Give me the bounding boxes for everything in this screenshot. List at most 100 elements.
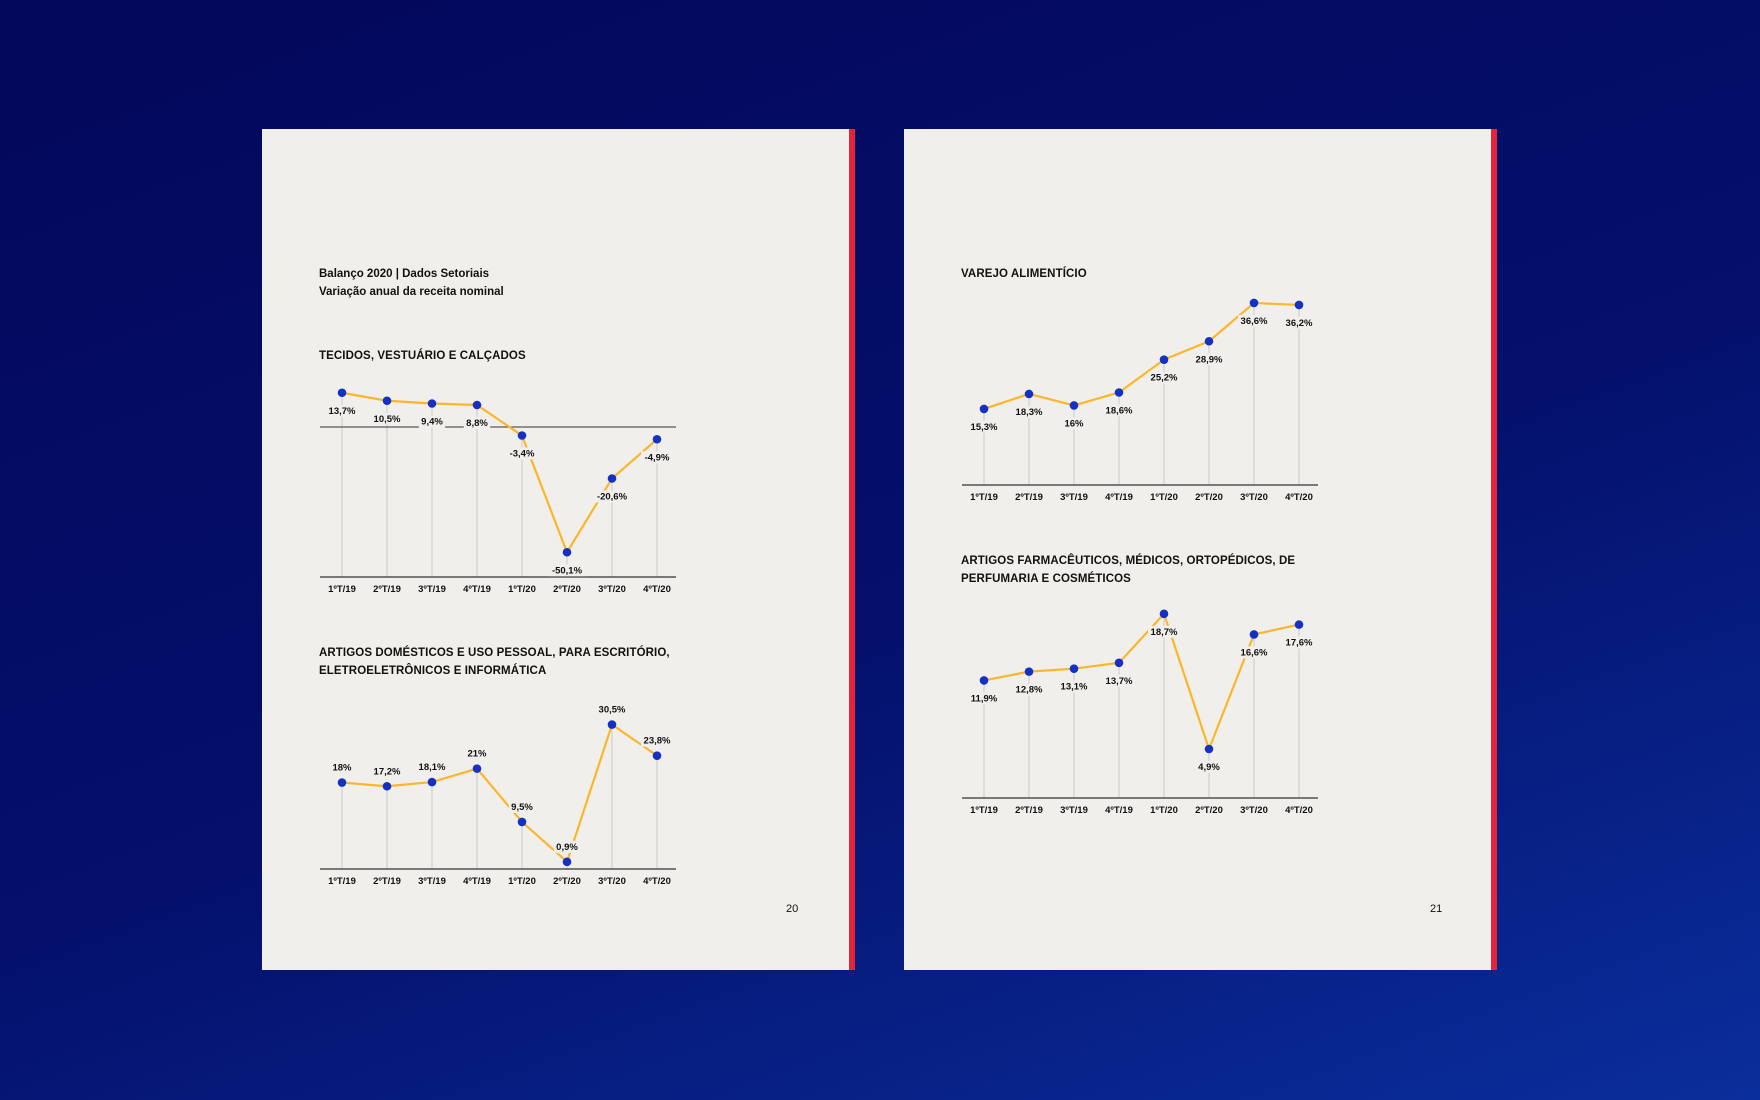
data-label: 4,9%	[1198, 762, 1220, 773]
data-point	[1294, 300, 1304, 310]
data-label-bg	[1013, 683, 1045, 696]
x-tick-label: 3ºT/19	[1060, 805, 1088, 816]
series-line	[983, 301, 1300, 410]
chart-2-title: ARTIGOS DOMÉSTICOS E USO PESSOAL, PARA E…	[319, 647, 670, 677]
x-tick-label: 2ºT/20	[553, 876, 581, 887]
data-point	[1069, 664, 1079, 673]
data-label: -20,6%	[597, 492, 628, 503]
data-label: 18,3%	[1016, 407, 1043, 418]
x-tick-label: 3ºT/20	[1240, 805, 1268, 816]
chart-varejo-alimenticio: 15,3% 18,3% 16% 18,6% 25,2% 28,9% 36,6% 36,2% 1º…	[962, 298, 1318, 503]
chart-4-title: ARTIGOS FARMACÊUTICOS, MÉDICOS, ORTOPÉDI…	[961, 555, 1296, 585]
x-tick-label: 2ºT/19	[373, 584, 401, 595]
data-label-bg	[1238, 646, 1270, 659]
x-tick-label: 4ºT/19	[463, 584, 491, 595]
data-label: 36,2%	[1286, 318, 1313, 329]
page-edge-accent	[1491, 129, 1497, 970]
data-point	[427, 777, 437, 787]
data-label-bg	[1058, 680, 1090, 693]
data-label: 13,7%	[329, 406, 356, 417]
data-point	[472, 400, 482, 410]
data-point	[1294, 620, 1304, 629]
data-point	[979, 404, 989, 414]
data-label-bg	[968, 692, 1000, 705]
data-label-bg	[466, 747, 488, 760]
x-tick-label: 2ºT/19	[373, 876, 401, 887]
data-point	[1069, 401, 1079, 410]
data-point	[562, 547, 572, 557]
data-label-bg	[371, 765, 403, 778]
data-point	[517, 817, 527, 827]
x-tick-label: 4ºT/19	[1105, 492, 1133, 503]
data-label: 11,9%	[971, 693, 998, 704]
data-label: 17,2%	[374, 766, 401, 777]
data-label: 9,4%	[421, 417, 443, 428]
data-point	[1114, 388, 1124, 397]
data-point	[607, 720, 617, 729]
x-tick-label: 4ºT/20	[643, 584, 671, 595]
chart-artigos-farmaceuticos: 11,9% 12,8% 13,1% 13,7% 18,7% 4,9% 16,6% 17,6% 1…	[962, 609, 1318, 816]
data-label: 15,3%	[971, 422, 998, 433]
data-point	[1249, 630, 1259, 639]
data-label: 18%	[332, 763, 352, 774]
data-label: 36,6%	[1241, 316, 1268, 327]
data-point	[1024, 667, 1034, 676]
data-label: 23,8%	[644, 736, 671, 747]
x-tick-label: 1ºT/20	[508, 584, 536, 595]
data-point	[427, 399, 437, 408]
data-label: 18,1%	[419, 762, 446, 773]
data-label: 18,6%	[1106, 405, 1133, 416]
data-point	[517, 431, 527, 440]
data-point	[1204, 336, 1214, 346]
data-point	[562, 857, 572, 867]
data-label-bg	[1103, 404, 1135, 417]
x-tick-label: 3ºT/20	[1240, 492, 1268, 503]
x-tick-label: 3ºT/19	[418, 584, 446, 595]
x-tick-label: 4ºT/20	[1285, 805, 1313, 816]
data-label: 8,8%	[466, 418, 488, 429]
x-tick-label: 2ºT/20	[1195, 492, 1223, 503]
data-point	[1159, 355, 1169, 364]
data-point	[607, 474, 617, 483]
data-label-bg	[1103, 674, 1135, 687]
data-label-bg	[596, 703, 628, 716]
x-tick-label: 1ºT/20	[508, 876, 536, 887]
data-label: 13,1%	[1061, 682, 1088, 693]
data-label-bg	[641, 451, 673, 464]
data-label-bg	[1283, 316, 1315, 329]
series-line	[341, 723, 658, 863]
data-label-bg	[506, 447, 538, 460]
data-label: -4,9%	[645, 452, 670, 463]
data-label: 16,6%	[1241, 647, 1268, 658]
data-label: 0,9%	[556, 842, 578, 853]
data-point	[1249, 298, 1259, 308]
x-tick-label: 2ºT/19	[1015, 805, 1043, 816]
data-label: 9,5%	[511, 802, 533, 813]
chart-tecidos: 13,7% 10,5% 9,4% 8,8% -3,4% -50,1% -20,6% -4,9%…	[320, 388, 676, 595]
page-number: 20	[786, 903, 799, 915]
x-tick-label: 2ºT/20	[553, 584, 581, 595]
data-label-bg	[1283, 636, 1315, 649]
data-point	[382, 781, 392, 791]
data-label: -50,1%	[552, 565, 583, 576]
page-20: Balanço 2020 | Dados Setoriais Variação …	[262, 129, 855, 970]
data-label-bg	[326, 404, 358, 417]
data-point	[337, 778, 347, 787]
data-label-bg	[1238, 314, 1270, 327]
data-label-bg	[463, 417, 491, 429]
data-point	[472, 764, 482, 773]
x-tick-label: 1ºT/19	[970, 492, 998, 503]
data-point	[652, 751, 662, 760]
data-point	[337, 388, 347, 398]
x-tick-label: 3ºT/20	[598, 584, 626, 595]
x-tick-label: 4ºT/19	[463, 876, 491, 887]
x-tick-label: 4ºT/20	[643, 876, 671, 887]
document-subtitle: Variação anual da receita nominal	[319, 286, 504, 298]
data-point	[382, 396, 392, 406]
x-tick-label: 1ºT/20	[1150, 492, 1178, 503]
data-label-bg	[418, 415, 446, 428]
data-label: 18,7%	[1151, 627, 1178, 638]
data-point	[652, 434, 662, 444]
data-label-bg	[553, 840, 581, 853]
data-label-bg	[548, 564, 586, 577]
